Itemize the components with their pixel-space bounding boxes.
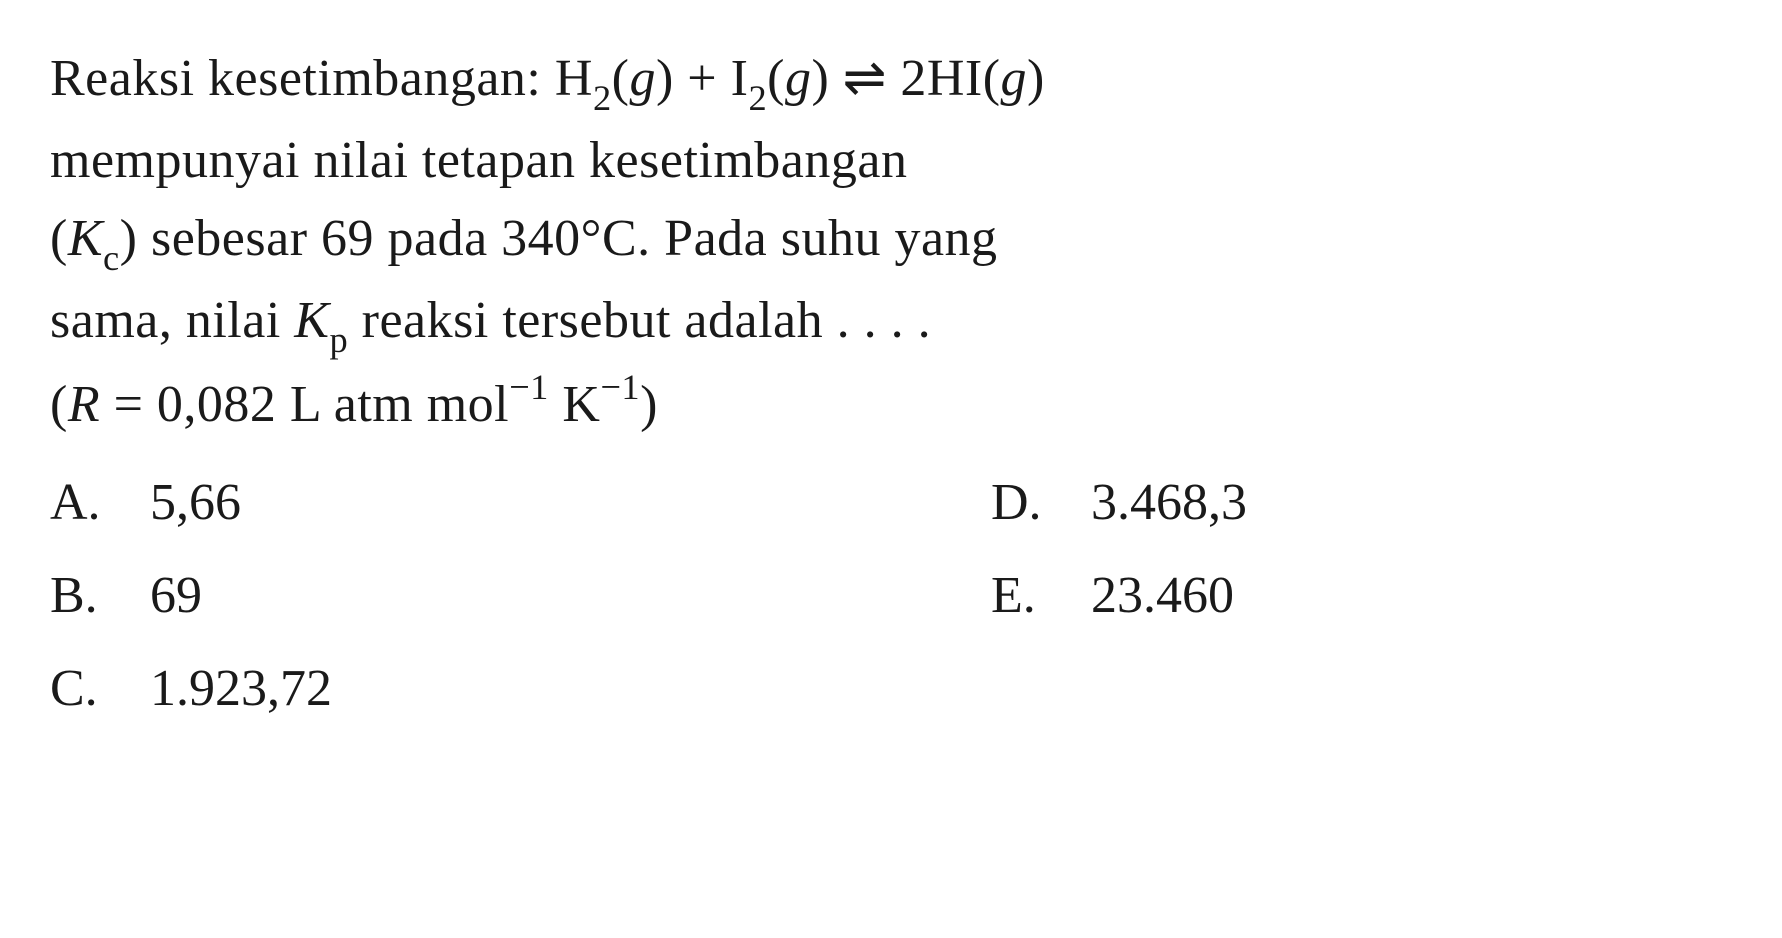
subscript: p xyxy=(329,320,348,360)
text-fragment: ( xyxy=(612,50,630,107)
answer-value: 3.468,3 xyxy=(1091,464,1732,542)
answer-value: 69 xyxy=(150,557,791,635)
text-fragment: K xyxy=(549,376,601,433)
text-fragment: ( xyxy=(50,376,68,433)
variable-k: K xyxy=(68,210,103,267)
text-fragment: ) xyxy=(640,376,658,433)
superscript: −1 xyxy=(509,367,549,407)
gas-state: g xyxy=(785,50,812,107)
question-line4: sama, nilai Kp reaksi tersebut adalah . … xyxy=(50,292,931,349)
text-fragment: ) + I xyxy=(656,50,748,107)
text-fragment: = 0,082 L atm mol xyxy=(100,376,509,433)
text-fragment: ) ⇌ 2HI( xyxy=(811,50,1000,107)
question-line3: (Kc) sebesar 69 pada 340°C. Pada suhu ya… xyxy=(50,210,998,267)
question-line5: (R = 0,082 L atm mol−1 K−1) xyxy=(50,376,658,433)
answer-letter: A. xyxy=(50,464,150,542)
answer-option-a: A. 5,66 xyxy=(50,464,791,542)
text-fragment: ) sebesar 69 pada 340°C. Pada suhu yang xyxy=(120,210,998,267)
text-fragment: Reaksi kesetimbangan: H xyxy=(50,50,593,107)
question-body: Reaksi kesetimbangan: H2(g) + I2(g) ⇌ 2H… xyxy=(50,40,1732,444)
answer-letter: E. xyxy=(991,557,1091,635)
text-fragment: reaksi tersebut adalah . . . . xyxy=(348,292,931,349)
answer-value: 23.460 xyxy=(1091,557,1732,635)
answer-letter: C. xyxy=(50,650,150,728)
answer-options: A. 5,66 D. 3.468,3 B. 69 E. 23.460 C. 1.… xyxy=(50,464,1732,728)
answer-option-d: D. 3.468,3 xyxy=(991,464,1732,542)
answer-value: 1.923,72 xyxy=(150,650,791,728)
superscript: −1 xyxy=(600,367,640,407)
subscript: 2 xyxy=(748,78,767,118)
question-line2: mempunyai nilai tetapan kesetimbangan xyxy=(50,132,907,189)
question-line1: Reaksi kesetimbangan: H2(g) + I2(g) ⇌ 2H… xyxy=(50,50,1045,107)
gas-state: g xyxy=(1001,50,1028,107)
variable-r: R xyxy=(68,376,100,433)
answer-letter: B. xyxy=(50,557,150,635)
answer-value: 5,66 xyxy=(150,464,791,542)
text-fragment: ( xyxy=(50,210,68,267)
text-fragment: ) xyxy=(1027,50,1045,107)
answer-option-b: B. 69 xyxy=(50,557,791,635)
answer-option-e: E. 23.460 xyxy=(991,557,1732,635)
text-fragment: sama, nilai xyxy=(50,292,294,349)
subscript: 2 xyxy=(593,78,612,118)
answer-option-c: C. 1.923,72 xyxy=(50,650,791,728)
variable-k: K xyxy=(294,292,329,349)
gas-state: g xyxy=(629,50,656,107)
text-fragment: ( xyxy=(767,50,785,107)
subscript: c xyxy=(103,238,120,278)
answer-letter: D. xyxy=(991,464,1091,542)
